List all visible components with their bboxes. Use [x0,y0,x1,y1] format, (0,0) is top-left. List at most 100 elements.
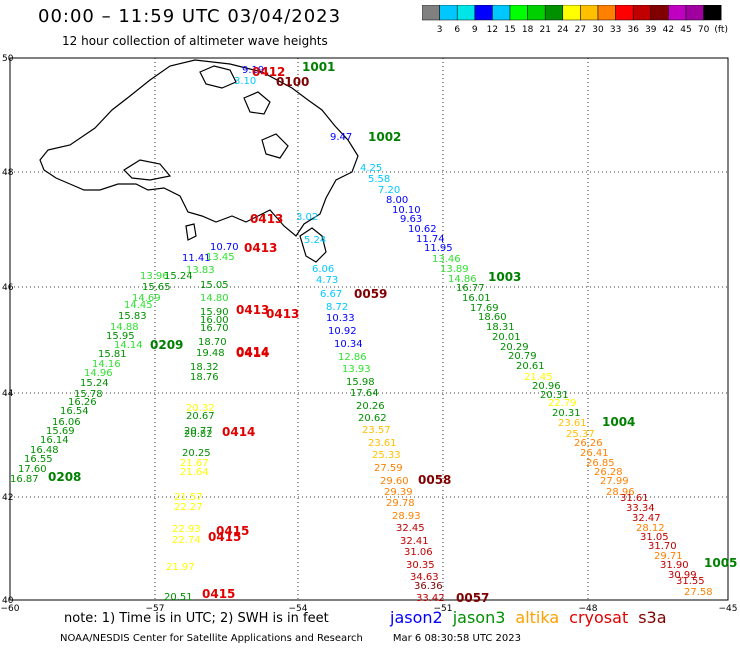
wave-height-value: 20.82 [184,429,213,440]
wave-height-value: 7.20 [378,185,400,196]
wave-height-value: 30.35 [406,560,435,571]
wave-height-value: 15.78 [74,389,103,400]
wave-height-value: 18.76 [190,372,219,383]
wave-height-value: 14.88 [110,322,139,333]
wave-height-value: 16.77 [456,283,485,294]
wave-height-value: 29.60 [380,476,409,487]
wave-height-value: 14.86 [448,274,477,285]
wave-height-value: 16.70 [200,323,229,334]
lat-tick-label: 44 [2,389,14,399]
footnote: note: 1) Time is in UTC; 2) SWH is in fe… [64,611,329,626]
pass-label: 0415 [202,587,235,601]
wave-height-value: 16.26 [68,397,97,408]
wave-height-value: 26.41 [580,448,609,459]
wave-height-value: 17.60 [18,464,47,475]
wave-height-value: 11.41 [182,253,211,264]
color-scale-legend: 3 6 9 12 15 18 21 24 27 30 33 36 39 42 45 70 (ft) [422,5,728,35]
wave-height-value: 20.61 [516,361,545,372]
wave-height-value: 20.25 [182,448,211,459]
wave-height-value: 20.79 [508,351,537,362]
colorbar-label: 70 [698,25,710,35]
satellite-legend: jason2 jason3 altika cryosat s3a [390,608,677,627]
pass-label: 0057 [456,591,489,605]
wave-height-value: 27.99 [600,476,629,487]
wave-height-value: 6.67 [320,289,342,300]
wave-height-value: 20.32 [186,403,215,414]
wave-height-value: 20.01 [492,332,521,343]
satellite-legend-item: s3a [638,608,667,627]
pass-label: 1001 [302,60,335,74]
satellite-legend-item: jason2 [390,608,443,627]
lat-tick-label: 48 [2,168,14,178]
wave-height-value: 18.31 [486,322,515,333]
newfoundland-coastline [39,59,359,263]
colorbar-label: 27 [575,25,586,35]
wave-height-value: 12.86 [338,352,367,363]
wave-height-value: 8.00 [386,195,408,206]
colorbar-label: 24 [557,25,569,35]
wave-height-value: 18.60 [478,312,507,323]
pass-label: 0412 [252,65,285,79]
pass-label: 1004 [602,415,635,429]
wave-height-value: 13.46 [432,254,461,265]
pass-label: 1005 [704,556,737,570]
pass-label: 1003 [488,270,521,284]
pass-label: 0059 [354,287,387,301]
lon-tick-label: −54 [289,604,308,614]
colorbar-label: 30 [592,25,604,35]
wave-height-value: 5.58 [368,174,390,185]
wave-height-value: 22.27 [174,502,203,513]
colorbar-label: 18 [522,25,534,35]
wave-height-value: 31.70 [648,541,677,552]
wave-height-value: 14.80 [200,293,229,304]
wave-height-value: 16.14 [40,435,69,446]
wave-height-value: 20.67 [186,411,215,422]
wave-height-value: 17.64 [350,388,379,399]
wave-height-value: 31.55 [676,576,705,587]
wave-height-value: 15.81 [98,349,127,360]
wave-height-value: 29.71 [654,551,683,562]
wave-height-value: 10.62 [408,224,437,235]
wave-height-value: 20.26 [356,401,385,412]
wave-height-value: 3.10 [234,76,256,87]
wave-height-value: 20.29 [500,342,529,353]
chart-subtitle: 12 hour collection of altimeter wave hei… [62,34,328,48]
wave-height-value: 13.45 [206,252,235,263]
colorbar-label: 36 [627,25,639,35]
wave-height-value: 26.28 [594,467,623,478]
wave-height-value: 15.65 [142,282,171,293]
satellite-legend-item: cryosat [569,608,629,627]
pass-label: 1002 [368,130,401,144]
lat-tick-label: 46 [2,283,14,293]
wave-height-value: 23.61 [558,418,587,429]
wave-height-value: 13.83 [186,265,215,276]
credit-text: NOAA/NESDIS Center for Satellite Applica… [60,633,363,644]
wave-height-value: 22.74 [172,535,201,546]
colorbar-swatch [703,5,722,21]
colorbar-label: 12 [487,25,498,35]
wave-height-value: 33.42 [416,593,445,604]
wave-height-value: 26.26 [574,438,603,449]
wave-height-value: 31.90 [660,560,689,571]
pass-label: 0415 [208,530,241,544]
wave-height-value: 22.79 [548,398,577,409]
wave-height-value: 18.32 [190,362,219,373]
satellite-legend-item: jason3 [452,608,506,627]
wave-height-value: 14.45 [124,300,153,311]
colorbar-label: 33 [610,25,621,35]
colorbar-label: 3 [437,25,443,35]
pass-label: 0413 [236,303,269,317]
wave-height-value: 26.85 [586,458,615,469]
credit-date: Mar 6 08:30:58 UTC 2023 [392,633,521,644]
wave-height-value: 14.14 [114,340,143,351]
wave-height-value: 30.99 [668,570,697,581]
wave-height-value: 23.61 [368,438,397,449]
wave-height-value: 16.06 [52,417,81,428]
pass-label: 0209 [150,338,183,352]
wave-height-value: 16.00 [200,315,229,326]
wave-height-value: 8.72 [326,302,348,313]
wave-height-value: 16.48 [30,445,59,456]
wave-height-value: 21.97 [166,562,195,573]
wave-height-value: 10.70 [210,242,239,253]
wave-height-value: 17.69 [470,303,499,314]
